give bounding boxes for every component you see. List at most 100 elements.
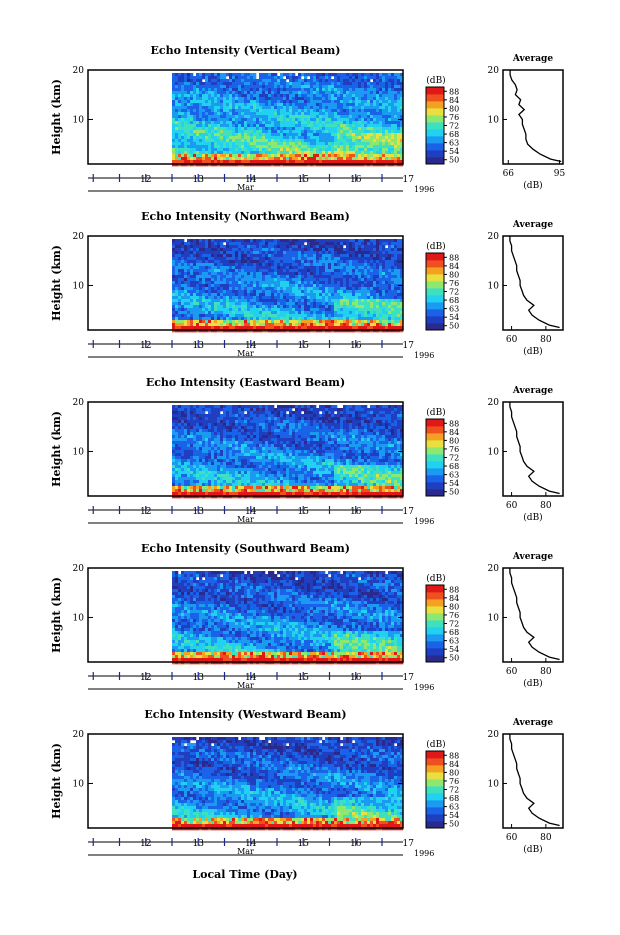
heatmap-cell bbox=[283, 245, 286, 248]
heatmap-cell bbox=[289, 154, 292, 157]
heatmap-cell bbox=[343, 112, 346, 115]
heatmap-cell bbox=[235, 263, 238, 266]
heatmap-cell bbox=[256, 260, 259, 263]
heatmap-cell bbox=[361, 269, 364, 272]
heatmap-cell bbox=[247, 91, 250, 94]
heatmap-cell bbox=[364, 136, 367, 139]
heatmap-cell bbox=[262, 115, 265, 118]
heatmap-cell bbox=[313, 130, 316, 133]
heatmap-cell bbox=[250, 290, 253, 293]
heatmap-cell bbox=[196, 299, 199, 302]
heatmap-cell bbox=[178, 308, 181, 311]
heatmap-cell bbox=[385, 302, 388, 305]
heatmap-cell bbox=[265, 148, 268, 151]
heatmap-cell bbox=[223, 88, 226, 91]
heatmap-cell bbox=[295, 112, 298, 115]
heatmap-cell bbox=[349, 305, 352, 308]
heatmap-cell bbox=[280, 136, 283, 139]
heatmap-cell bbox=[394, 311, 397, 314]
heatmap-cell bbox=[301, 151, 304, 154]
heatmap-cell bbox=[244, 142, 247, 145]
heatmap-cell bbox=[187, 311, 190, 314]
heatmap-cell bbox=[262, 151, 265, 154]
heatmap-cell bbox=[352, 100, 355, 103]
heatmap-cell bbox=[322, 320, 325, 323]
heatmap-cell bbox=[331, 287, 334, 290]
heatmap-cell bbox=[367, 245, 370, 248]
heatmap-cell bbox=[391, 79, 394, 82]
heatmap-cell bbox=[214, 109, 217, 112]
heatmap-cell bbox=[244, 133, 247, 136]
colorbar-swatch bbox=[426, 129, 444, 136]
heatmap-cell bbox=[385, 88, 388, 91]
heatmap-cell bbox=[208, 142, 211, 145]
heatmap-cell bbox=[271, 145, 274, 148]
heatmap-cell bbox=[247, 148, 250, 151]
heatmap-cell bbox=[301, 97, 304, 100]
heatmap-cell bbox=[232, 314, 235, 317]
heatmap-cell bbox=[346, 248, 349, 251]
heatmap-cell bbox=[361, 317, 364, 320]
heatmap-cell bbox=[376, 97, 379, 100]
heatmap-cell bbox=[247, 97, 250, 100]
heatmap-cell bbox=[367, 106, 370, 109]
heatmap-cell bbox=[310, 124, 313, 127]
heatmap-cell bbox=[352, 85, 355, 88]
heatmap-cell bbox=[223, 299, 226, 302]
heatmap-cell bbox=[319, 266, 322, 269]
heatmap-cell bbox=[370, 115, 373, 118]
heatmap-cell bbox=[316, 251, 319, 254]
heatmap-cell bbox=[292, 281, 295, 284]
heatmap-cell bbox=[187, 284, 190, 287]
heatmap-cell bbox=[376, 254, 379, 257]
heatmap-cell bbox=[226, 118, 229, 121]
heatmap-cell bbox=[208, 260, 211, 263]
heatmap-cell bbox=[361, 130, 364, 133]
heatmap-cell bbox=[385, 308, 388, 311]
heatmap-cell bbox=[298, 157, 301, 160]
heatmap-cell bbox=[343, 248, 346, 251]
heatmap-cell bbox=[193, 133, 196, 136]
heatmap-cell bbox=[283, 299, 286, 302]
heatmap-cell bbox=[397, 148, 400, 151]
heatmap-cell bbox=[250, 272, 253, 275]
heatmap-cell bbox=[376, 127, 379, 130]
heatmap-cell bbox=[241, 85, 244, 88]
heatmap-cell bbox=[232, 296, 235, 299]
heatmap-cell bbox=[370, 245, 373, 248]
heatmap-cell bbox=[265, 91, 268, 94]
heatmap-cell bbox=[187, 73, 190, 76]
heatmap-cell bbox=[235, 148, 238, 151]
heatmap-cell bbox=[331, 239, 334, 242]
heatmap-cell bbox=[277, 154, 280, 157]
heatmap-cell bbox=[310, 245, 313, 248]
heatmap-cell bbox=[379, 326, 382, 329]
heatmap-cell bbox=[301, 278, 304, 281]
heatmap-cell bbox=[316, 100, 319, 103]
heatmap-cell bbox=[241, 239, 244, 242]
heatmap-cell bbox=[331, 248, 334, 251]
heatmap-cell bbox=[358, 142, 361, 145]
heatmap-cell bbox=[178, 76, 181, 79]
heatmap-cell bbox=[328, 160, 331, 163]
heatmap-cell bbox=[394, 100, 397, 103]
heatmap-cell bbox=[310, 103, 313, 106]
heatmap-cell bbox=[391, 293, 394, 296]
heatmap-cell bbox=[238, 124, 241, 127]
heatmap-cell bbox=[322, 79, 325, 82]
heatmap-cell bbox=[328, 79, 331, 82]
heatmap-cell bbox=[361, 275, 364, 278]
heatmap-cell bbox=[238, 157, 241, 160]
heatmap-cell bbox=[313, 133, 316, 136]
heatmap-cell bbox=[175, 85, 178, 88]
heatmap-cell bbox=[262, 278, 265, 281]
heatmap-cell bbox=[175, 242, 178, 245]
heatmap-cell bbox=[190, 308, 193, 311]
heatmap-cell bbox=[286, 293, 289, 296]
heatmap-cell bbox=[226, 275, 229, 278]
heatmap-cell bbox=[286, 257, 289, 260]
heatmap-cell bbox=[247, 293, 250, 296]
heatmap-cell bbox=[283, 136, 286, 139]
heatmap-cell bbox=[268, 263, 271, 266]
heatmap-cell bbox=[346, 290, 349, 293]
